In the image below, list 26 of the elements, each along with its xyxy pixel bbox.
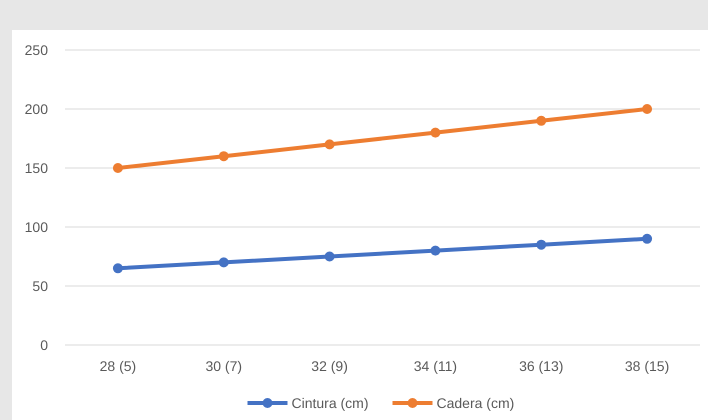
point <box>536 116 546 126</box>
point <box>430 246 440 256</box>
y-tick-label: 100 <box>24 218 48 235</box>
point <box>218 257 229 268</box>
x-tick-label: 30 (7) <box>205 358 242 374</box>
point <box>536 240 546 250</box>
point <box>642 104 652 114</box>
x-tick-label: 28 (5) <box>100 358 136 374</box>
x-tick-label: 38 (15) <box>624 358 670 374</box>
legend-label: Cadera (cm) <box>436 394 514 411</box>
x-tick-label: 34 (11) <box>414 358 458 374</box>
y-tick-label: 250 <box>24 42 48 58</box>
point <box>112 163 123 173</box>
y-tick-label: 200 <box>24 100 48 117</box>
point <box>430 128 440 138</box>
legend-label: Cintura (cm) <box>292 394 369 411</box>
x-tick-label: 36 (13) <box>519 358 564 374</box>
point <box>642 234 652 244</box>
point <box>324 252 335 262</box>
point <box>112 263 123 274</box>
y-tick-label: 50 <box>32 278 48 294</box>
point <box>324 139 335 150</box>
x-tick-label: 32 (9) <box>311 358 348 374</box>
y-tick-label: 150 <box>24 160 48 176</box>
point <box>218 151 229 162</box>
y-tick-label: 0 <box>40 336 48 353</box>
